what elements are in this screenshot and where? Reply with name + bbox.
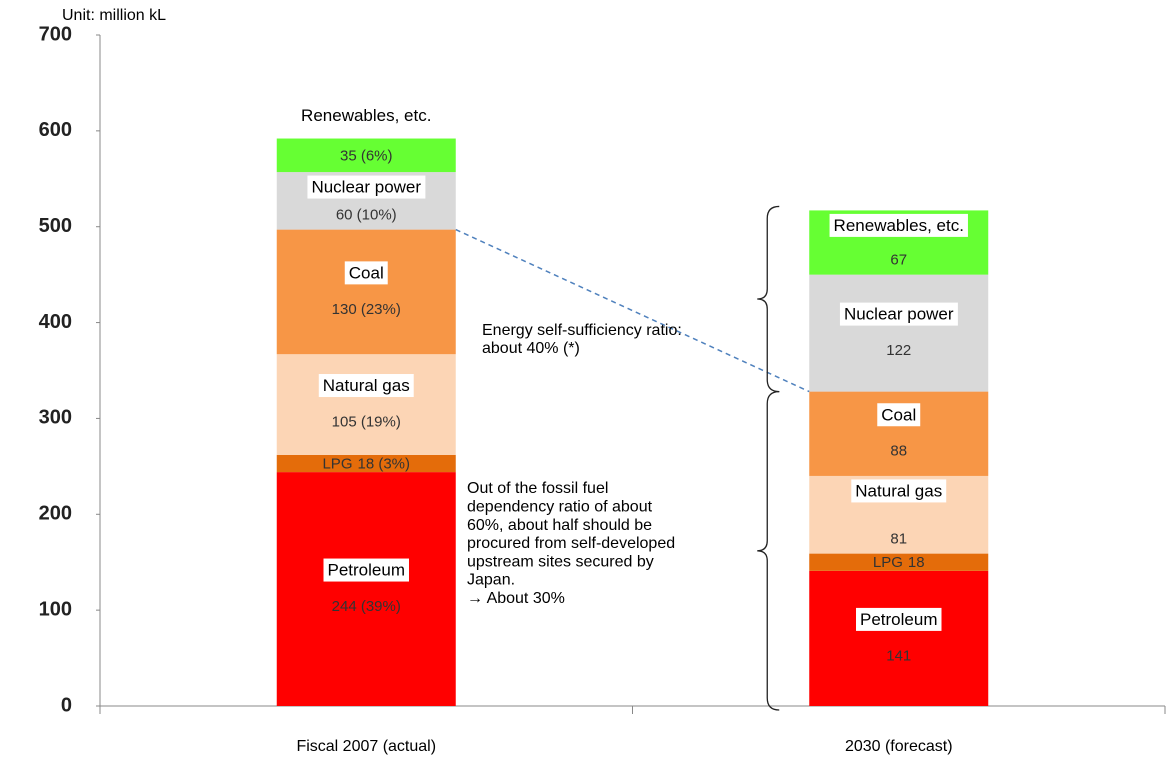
annotation: upstream sites secured by [467, 553, 654, 570]
bar-segment [276, 454, 456, 473]
series-name: LPG [873, 554, 903, 571]
label-box [344, 261, 388, 285]
y-tick-label: 700 [39, 23, 72, 45]
value-label: 122 [886, 342, 911, 359]
series-name-group: Renewables, etc. [829, 213, 968, 237]
series-name: Nuclear power [844, 305, 954, 324]
value-label: 18 [908, 554, 925, 571]
series-name: Petroleum [860, 610, 937, 629]
annotation: procured from self-developed [467, 535, 675, 552]
bar-segment [809, 570, 989, 706]
x-tick-label: 2030 (forecast) [845, 738, 953, 755]
annotation: dependency ratio of about [467, 499, 653, 516]
value-label: LPG 18 [873, 554, 925, 571]
series-name-group: Coal [344, 261, 388, 285]
series-name: Natural gas [855, 481, 942, 500]
series-name-group: Coal [877, 403, 921, 427]
bar-segment [809, 274, 989, 392]
value-label: 60 (10%) [336, 207, 397, 224]
connector [455, 228, 810, 393]
value-label: 35 (6%) [340, 147, 393, 164]
value-label: 130 (23%) [332, 301, 401, 318]
value-label: 18 (3%) [357, 455, 410, 472]
label-box [318, 374, 414, 398]
y-tick-label: 500 [39, 215, 72, 237]
annotation: Out of the fossil fuel [467, 480, 608, 497]
label-box [839, 302, 958, 326]
annotation: Energy self-sufficiency ratio: [482, 322, 682, 339]
value-label: 141 [886, 647, 911, 664]
annotation: Japan. [467, 572, 515, 589]
bar-segment [276, 354, 456, 455]
series-name-group: Petroleum [323, 558, 409, 582]
bar-segment [276, 472, 456, 706]
label-box [851, 479, 947, 503]
brace [757, 205, 780, 393]
series-name: Renewables, etc. [301, 106, 431, 125]
value-label: 88 [890, 443, 907, 460]
series-name-group: Nuclear power [839, 302, 958, 326]
unit-label: Unit: million kL [62, 7, 166, 24]
y-tick-label: 100 [39, 598, 72, 620]
label-box [323, 558, 409, 582]
annotation: about 40% (*) [482, 340, 580, 357]
series-name: Coal [349, 263, 384, 282]
series-name: Natural gas [323, 376, 410, 395]
value-label: 81 [890, 531, 907, 548]
label-box [856, 607, 942, 631]
y-tick-label: 600 [39, 119, 72, 141]
series-name: Nuclear power [311, 178, 421, 197]
series-name-group: Nuclear power [307, 175, 426, 199]
bar-segment [809, 553, 989, 571]
label-box [307, 175, 426, 199]
bar-segment [276, 229, 456, 355]
series-name-group: Natural gas [851, 479, 947, 503]
x-tick-label: Fiscal 2007 (actual) [296, 738, 436, 755]
value-label: LPG 18 (3%) [322, 455, 410, 472]
y-tick-label: 300 [39, 407, 72, 429]
value-label: 67 [890, 252, 907, 269]
y-tick-label: 400 [39, 311, 72, 333]
series-name: Coal [881, 405, 916, 424]
value-label: 105 (19%) [332, 413, 401, 430]
series-name: Petroleum [328, 561, 405, 580]
series-name: Renewables, etc. [834, 216, 964, 235]
bar-segment [276, 138, 456, 173]
annotation: → About 30% [467, 590, 565, 607]
series-name-group: Natural gas [318, 374, 414, 398]
value-label: 244 (39%) [332, 598, 401, 615]
y-tick-label: 200 [39, 503, 72, 525]
annotation: 60%, about half should be [467, 517, 652, 534]
series-name-group: Petroleum [856, 607, 942, 631]
series-name: LPG [322, 455, 352, 472]
label-box [877, 403, 921, 427]
y-tick-label: 0 [61, 694, 72, 716]
brace [757, 390, 780, 711]
label-box [829, 213, 968, 237]
